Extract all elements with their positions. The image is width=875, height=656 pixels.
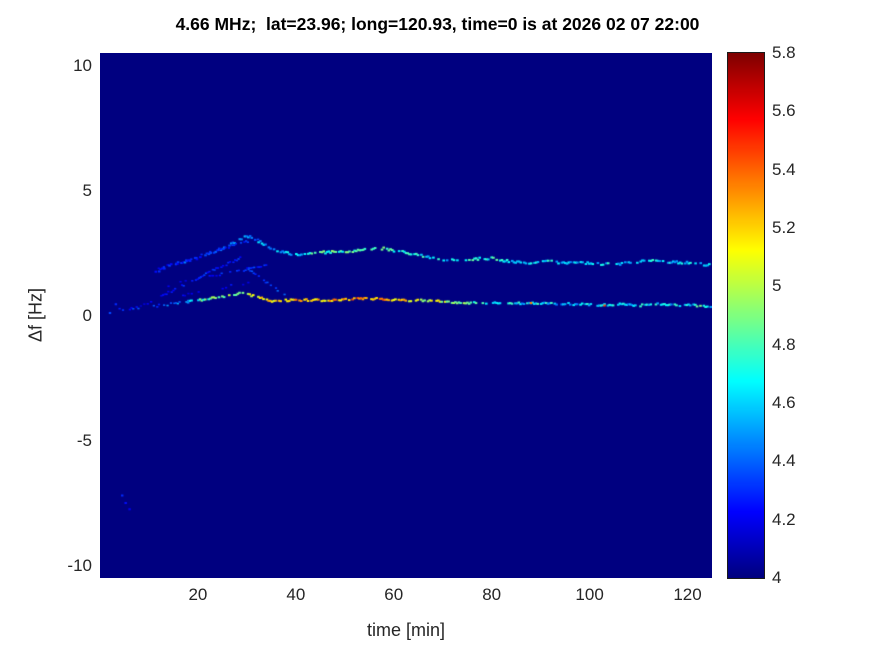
y-tick-label: 5 bbox=[82, 180, 92, 200]
colorbar-tick-label: 4 bbox=[772, 568, 782, 587]
colorbar-tick-label: 5 bbox=[772, 276, 782, 296]
x-tick-label: 100 bbox=[575, 585, 604, 604]
colorbar bbox=[727, 52, 765, 579]
x-tick-label: 40 bbox=[286, 585, 306, 604]
colorbar-tick-label: 5.2 bbox=[772, 218, 796, 237]
colorbar-tick-label: 4.2 bbox=[772, 509, 796, 529]
spectrogram-plot-area bbox=[100, 53, 712, 578]
colorbar-tick-label: 5.8 bbox=[772, 43, 796, 62]
colorbar-tick-label: 5.6 bbox=[772, 101, 796, 121]
y-tick-label: -10 bbox=[67, 555, 92, 575]
colorbar-tick-label: 4.8 bbox=[772, 334, 796, 354]
x-tick-label: 60 bbox=[384, 585, 404, 604]
plot-title: 4.66 MHz; lat=23.96; long=120.93, time=0… bbox=[175, 14, 700, 34]
colorbar-tick-label: 5.4 bbox=[772, 159, 796, 179]
y-tick-label: -5 bbox=[76, 430, 92, 450]
x-tick-label: 80 bbox=[482, 585, 502, 604]
colorbar-tick-label: 4.6 bbox=[772, 393, 796, 412]
y-tick-label: 10 bbox=[73, 55, 92, 75]
x-tick-label: 20 bbox=[188, 585, 208, 604]
y-tick-label: 0 bbox=[82, 305, 92, 325]
x-axis-label: time [min] bbox=[366, 620, 445, 640]
colorbar-tick-label: 4.4 bbox=[772, 451, 796, 471]
x-tick-label: 120 bbox=[673, 585, 702, 604]
